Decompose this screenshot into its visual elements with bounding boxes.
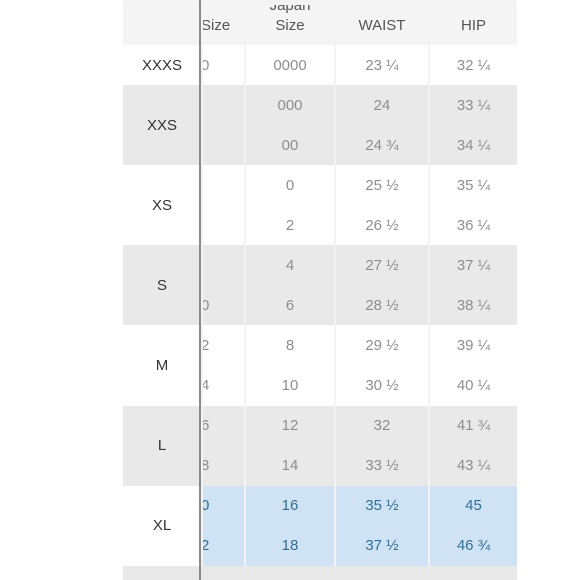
hip-cell: 39 ¼ — [430, 325, 517, 366]
japan-size-cell: 00 — [246, 125, 334, 166]
us-size-cell — [203, 165, 244, 206]
waist-cell: 24 ¾ — [336, 125, 428, 166]
header-size-label — [123, 5, 201, 45]
us-size-value: 0 — [203, 497, 210, 515]
hip-cell: 41 ¾ — [430, 405, 517, 446]
japan-size-cell: 12 — [246, 405, 334, 446]
us-size-value: 0 — [203, 56, 210, 74]
us-size-value: 2 — [203, 537, 210, 555]
hip-cell: 40 ¼ — [430, 365, 517, 406]
size-label-xxs: XXS — [123, 85, 201, 166]
us-size-value: 0 — [203, 296, 210, 314]
us-size-cell-highlighted: 2 — [203, 525, 244, 566]
hip-cell: 37 ¼ — [430, 245, 517, 286]
waist-cell: 29 ½ — [336, 325, 428, 366]
japan-size-cell: 000 — [246, 85, 334, 126]
waist-cell: 33 ½ — [336, 445, 428, 486]
us-size-cell: 0 — [203, 285, 244, 326]
header-japan-size: Japan Size — [246, 5, 334, 45]
table-bottom-strip — [123, 565, 517, 580]
us-size-cell — [203, 125, 244, 166]
hip-cell: 32 ¼ — [430, 45, 517, 85]
waist-cell-highlighted: 35 ½ — [336, 485, 428, 526]
us-size-value: 2 — [203, 337, 210, 354]
us-size-cell: 4 — [203, 365, 244, 406]
us-size-cell: 8 — [203, 445, 244, 486]
hip-cell: 33 ¼ — [430, 85, 517, 126]
waist-cell: 28 ½ — [336, 285, 428, 326]
hip-cell: 36 ¼ — [430, 205, 517, 246]
header-us-size: Size — [203, 5, 244, 45]
japan-size-cell: 4 — [246, 245, 334, 286]
japan-size-cell: 6 — [246, 285, 334, 326]
japan-size-cell: 8 — [246, 325, 334, 366]
us-size-cell: 6 — [203, 405, 244, 446]
header-hip: HIP — [430, 5, 517, 45]
us-size-cell — [203, 205, 244, 246]
hip-cell: 38 ¼ — [430, 285, 517, 326]
waist-cell: 30 ½ — [336, 365, 428, 406]
us-size-cell: 0 — [203, 45, 244, 85]
us-size-cell-highlighted: 0 — [203, 485, 244, 526]
japan-size-cell-highlighted: 16 — [246, 485, 334, 526]
us-size-value: 8 — [203, 457, 210, 475]
header-us-size-text: Size — [203, 16, 231, 34]
header-japan-size-line2: Size — [275, 17, 305, 34]
waist-cell: 27 ½ — [336, 245, 428, 286]
us-size-cell — [203, 85, 244, 126]
waist-cell: 23 ¼ — [336, 45, 428, 85]
japan-size-cell: 0000 — [246, 45, 334, 85]
header-waist: WAIST — [336, 5, 428, 45]
us-size-cell: 2 — [203, 325, 244, 366]
column-freeze-divider[interactable] — [199, 0, 201, 580]
size-label-xxxs: XXXS — [123, 45, 201, 85]
japan-size-cell: 10 — [246, 365, 334, 406]
japan-size-cell: 2 — [246, 205, 334, 246]
hip-cell: 43 ¼ — [430, 445, 517, 486]
us-size-cell — [203, 245, 244, 286]
size-label-l: L — [123, 405, 201, 486]
size-label-m: M — [123, 325, 201, 406]
waist-cell: 24 — [336, 85, 428, 126]
japan-size-cell: 0 — [246, 165, 334, 206]
us-size-value: 6 — [203, 417, 210, 435]
size-label-xl: XL — [123, 485, 201, 566]
hip-cell-highlighted: 46 ¾ — [430, 525, 517, 566]
header-japan-size-line1: Japan — [269, 5, 311, 14]
japan-size-cell: 14 — [246, 445, 334, 486]
hip-cell: 35 ¼ — [430, 165, 517, 206]
size-label-s: S — [123, 245, 201, 326]
waist-cell: 26 ½ — [336, 205, 428, 246]
japan-size-cell-highlighted: 18 — [246, 525, 334, 566]
hip-cell-highlighted: 45 — [430, 485, 517, 526]
waist-cell-highlighted: 37 ½ — [336, 525, 428, 566]
size-chart-table: Size Japan Size WAIST HIP XXXS 0 0000 23… — [123, 5, 517, 580]
waist-cell: 32 — [336, 405, 428, 446]
size-label-xs: XS — [123, 165, 201, 246]
waist-cell: 25 ½ — [336, 165, 428, 206]
us-size-value: 4 — [203, 377, 210, 395]
hip-cell: 34 ¼ — [430, 125, 517, 166]
